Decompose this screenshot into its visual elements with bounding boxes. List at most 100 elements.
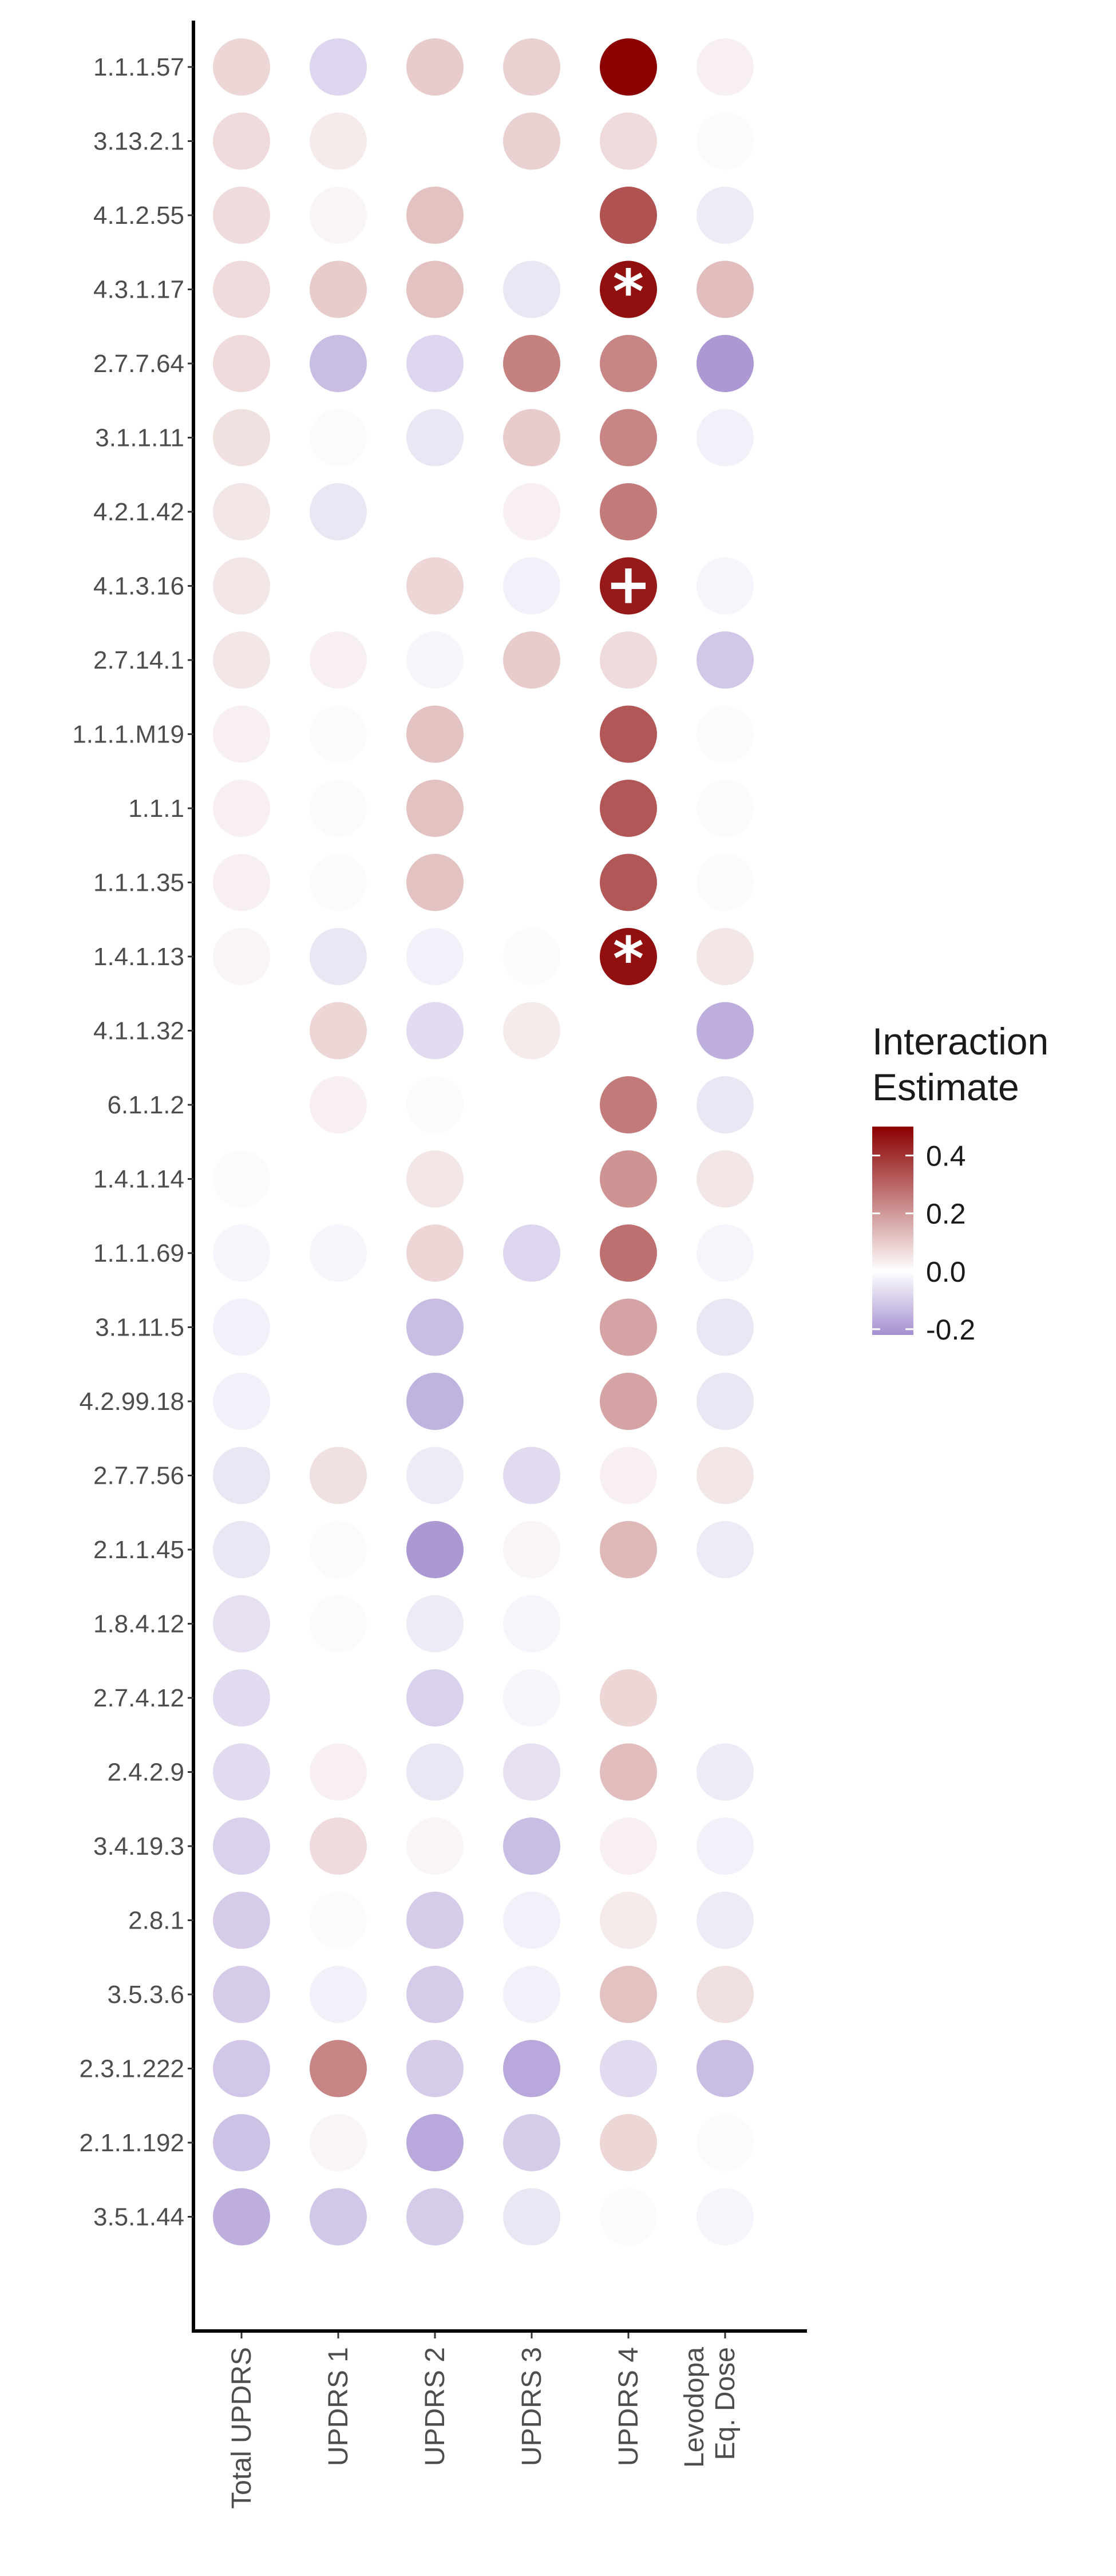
heatmap-cell: [213, 1818, 270, 1875]
heatmap-cell: [600, 1373, 657, 1430]
significance-asterisk: *: [613, 257, 644, 327]
y-tick-label: 3.4.19.3: [93, 1832, 184, 1860]
heatmap-cell: [213, 1002, 270, 1060]
heatmap-cell: [696, 1966, 754, 2023]
heatmap-cell: [406, 483, 464, 540]
x-tick-label: Eq. Dose: [710, 2347, 741, 2460]
heatmap-cell: [213, 335, 270, 392]
heatmap-cell: [310, 260, 367, 318]
heatmap-cell: [310, 1521, 367, 1578]
heatmap-cell: [696, 1076, 754, 1133]
y-tick-label: 2.8.1: [128, 1907, 184, 1935]
heatmap-cell: [696, 557, 754, 615]
heatmap-cell: [503, 1373, 560, 1430]
heatmap-cell: [310, 1891, 367, 1949]
heatmap-cell: [600, 38, 657, 96]
x-axis-ticks: [240, 2333, 726, 2338]
heatmap-cell: [310, 1818, 367, 1875]
heatmap-cell: [213, 1891, 270, 1949]
heatmap-cell: [600, 335, 657, 392]
heatmap-cell: [696, 854, 754, 911]
heatmap-cell: [310, 112, 367, 170]
x-tick-label: Total UPDRS: [227, 2347, 257, 2509]
legend: Interaction Estimate 0.4 0.2 0.0 -0.2: [872, 1020, 1048, 1346]
heatmap-cell: [600, 1595, 657, 1653]
legend-tick-label: 0.0: [926, 1256, 966, 1288]
heatmap-cell: [310, 1743, 367, 1801]
heatmap-cell: [696, 2040, 754, 2097]
heatmap-cell: [600, 854, 657, 911]
legend-tick-label: 0.2: [926, 1198, 966, 1230]
y-tick-label: 3.5.1.44: [93, 2203, 184, 2231]
heatmap-cell: [406, 1595, 464, 1653]
heatmap-cell: [213, 2114, 270, 2171]
y-tick-label: 1.4.1.13: [93, 943, 184, 971]
heatmap-cell: [406, 928, 464, 985]
heatmap-cell: [310, 854, 367, 911]
heatmap-cell: [213, 854, 270, 911]
significance-markers: * + *: [606, 257, 651, 994]
y-tick-label: 1.1.1: [128, 795, 184, 823]
significance-plus: +: [606, 552, 651, 617]
heatmap-cell: [696, 335, 754, 392]
heatmap-cell: [213, 1595, 270, 1653]
heatmap-cell: [310, 2188, 367, 2246]
heatmap-cell: [503, 1224, 560, 1282]
heatmap-cell: [503, 260, 560, 318]
heatmap-cell: [503, 1002, 560, 1060]
heatmap-cell: [310, 631, 367, 689]
heatmap-cell: [406, 2040, 464, 2097]
heatmap-cell: [600, 1966, 657, 2023]
heatmap-cell: [600, 557, 657, 615]
heatmap-cell: [696, 1150, 754, 1208]
heatmap-cell: [406, 1521, 464, 1578]
y-tick-label: 3.5.3.6: [107, 1981, 184, 2009]
heatmap-cell: [406, 1224, 464, 1282]
heatmap-cell: [503, 631, 560, 689]
y-tick-label: 4.2.99.18: [80, 1388, 185, 1416]
heatmap-cell: [696, 1002, 754, 1060]
heatmap-cell: [406, 409, 464, 467]
heatmap-cell: [696, 1224, 754, 1282]
heatmap-cell: [406, 2114, 464, 2171]
heatmap-cell: [213, 409, 270, 467]
y-tick-label: 1.1.1.35: [93, 869, 184, 897]
x-tick-label: Levodopa: [679, 2347, 710, 2468]
heatmap-cell: [406, 38, 464, 96]
heatmap-cell: [600, 112, 657, 170]
heatmap-cell: [213, 2040, 270, 2097]
x-tick-label: UPDRS 1: [323, 2347, 354, 2466]
y-tick-label: 2.7.14.1: [93, 646, 184, 674]
heatmap-cell: [213, 1224, 270, 1282]
heatmap-cell: [213, 557, 270, 615]
heatmap-cell: [406, 1447, 464, 1504]
heatmap-cell: [213, 187, 270, 244]
heatmap-cell: [406, 1002, 464, 1060]
heatmap-cell: [696, 1447, 754, 1504]
heatmap-cell: [406, 187, 464, 244]
y-tick-label: 1.4.1.14: [93, 1165, 184, 1194]
y-tick-label: 3.13.2.1: [93, 128, 184, 156]
heatmap-cell: [696, 409, 754, 467]
heatmap-cell: [600, 1076, 657, 1133]
heatmap-cell: [406, 1818, 464, 1875]
y-tick-label: 2.1.1.192: [80, 2129, 185, 2157]
y-tick-label: 2.4.2.9: [107, 1759, 184, 1787]
heatmap-cell: [503, 38, 560, 96]
heatmap-cell: [503, 1818, 560, 1875]
significance-asterisk: *: [613, 924, 644, 994]
heatmap-cell: [696, 260, 754, 318]
heatmap-cell: [503, 409, 560, 467]
heatmap-cell: [406, 2188, 464, 2246]
heatmap-cell: [696, 38, 754, 96]
heatmap-cell: [600, 705, 657, 763]
y-tick-label: 4.1.2.55: [93, 202, 184, 230]
heatmap-cell: [503, 1521, 560, 1578]
heatmap-cell: [213, 1669, 270, 1726]
y-tick-label: 4.3.1.17: [93, 276, 184, 304]
heatmap-cell: [600, 1150, 657, 1208]
heatmap-cell: [600, 409, 657, 467]
heatmap-cell: [696, 1891, 754, 1949]
heatmap-cell: [696, 1818, 754, 1875]
